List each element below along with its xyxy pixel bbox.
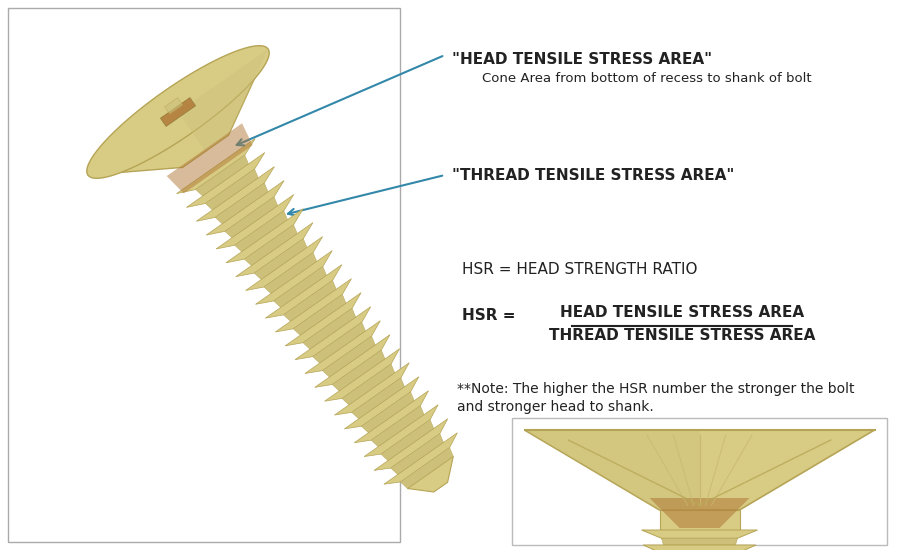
Polygon shape — [178, 49, 268, 151]
Bar — [512, 418, 887, 545]
Polygon shape — [325, 349, 400, 401]
Polygon shape — [662, 538, 737, 545]
Polygon shape — [400, 448, 454, 488]
Polygon shape — [332, 350, 385, 391]
Polygon shape — [322, 336, 375, 377]
Polygon shape — [374, 419, 447, 470]
Polygon shape — [315, 335, 390, 387]
Polygon shape — [312, 322, 365, 363]
Polygon shape — [216, 195, 293, 249]
Polygon shape — [642, 530, 758, 538]
Bar — [8, 8, 400, 542]
Polygon shape — [245, 225, 297, 266]
Text: HSR = HEAD STRENGTH RATIO: HSR = HEAD STRENGTH RATIO — [462, 262, 698, 277]
Polygon shape — [246, 236, 322, 290]
Polygon shape — [206, 180, 284, 235]
Polygon shape — [235, 211, 287, 252]
Polygon shape — [285, 293, 361, 346]
Polygon shape — [166, 123, 253, 194]
Polygon shape — [293, 294, 346, 336]
Polygon shape — [381, 420, 434, 461]
Text: and stronger head to shank.: and stronger head to shank. — [457, 400, 653, 414]
Polygon shape — [355, 390, 428, 443]
Polygon shape — [342, 364, 395, 405]
Text: **Note: The higher the HSR number the stronger the bolt: **Note: The higher the HSR number the st… — [457, 382, 854, 396]
Polygon shape — [205, 169, 258, 210]
Text: HEAD TENSILE STRESS AREA: HEAD TENSILE STRESS AREA — [560, 305, 804, 320]
Polygon shape — [88, 49, 268, 175]
Text: THREAD TENSILE STRESS AREA: THREAD TENSILE STRESS AREA — [549, 328, 815, 343]
Polygon shape — [264, 252, 317, 294]
Polygon shape — [364, 405, 438, 456]
Text: Cone Area from bottom of recess to shank of bolt: Cone Area from bottom of recess to shank… — [482, 72, 812, 85]
Text: "THREAD TENSILE STRESS AREA": "THREAD TENSILE STRESS AREA" — [452, 168, 734, 183]
Polygon shape — [335, 362, 410, 415]
Text: HSR =: HSR = — [462, 308, 516, 323]
Polygon shape — [274, 267, 327, 307]
Polygon shape — [295, 307, 371, 360]
Polygon shape — [256, 251, 332, 304]
Polygon shape — [391, 433, 444, 475]
Polygon shape — [643, 545, 756, 550]
Polygon shape — [371, 406, 424, 447]
Bar — [660, 510, 740, 530]
Polygon shape — [254, 239, 307, 279]
Polygon shape — [352, 378, 405, 419]
Polygon shape — [305, 321, 381, 373]
Polygon shape — [236, 223, 313, 277]
Polygon shape — [408, 456, 454, 492]
Polygon shape — [186, 152, 265, 207]
Polygon shape — [384, 433, 457, 484]
Text: "HEAD TENSILE STRESS AREA": "HEAD TENSILE STRESS AREA" — [452, 52, 712, 67]
Polygon shape — [165, 97, 183, 114]
Polygon shape — [195, 155, 248, 196]
Polygon shape — [266, 265, 342, 318]
Polygon shape — [525, 430, 699, 510]
Polygon shape — [345, 377, 418, 429]
Polygon shape — [215, 183, 268, 224]
Polygon shape — [275, 279, 352, 332]
Polygon shape — [284, 280, 337, 321]
Polygon shape — [525, 430, 875, 510]
Polygon shape — [225, 197, 278, 238]
Polygon shape — [86, 46, 269, 178]
Polygon shape — [362, 392, 414, 433]
Polygon shape — [303, 309, 356, 349]
Polygon shape — [160, 97, 195, 126]
Polygon shape — [650, 498, 750, 528]
Polygon shape — [226, 208, 303, 263]
Polygon shape — [196, 167, 274, 221]
Polygon shape — [176, 139, 256, 194]
